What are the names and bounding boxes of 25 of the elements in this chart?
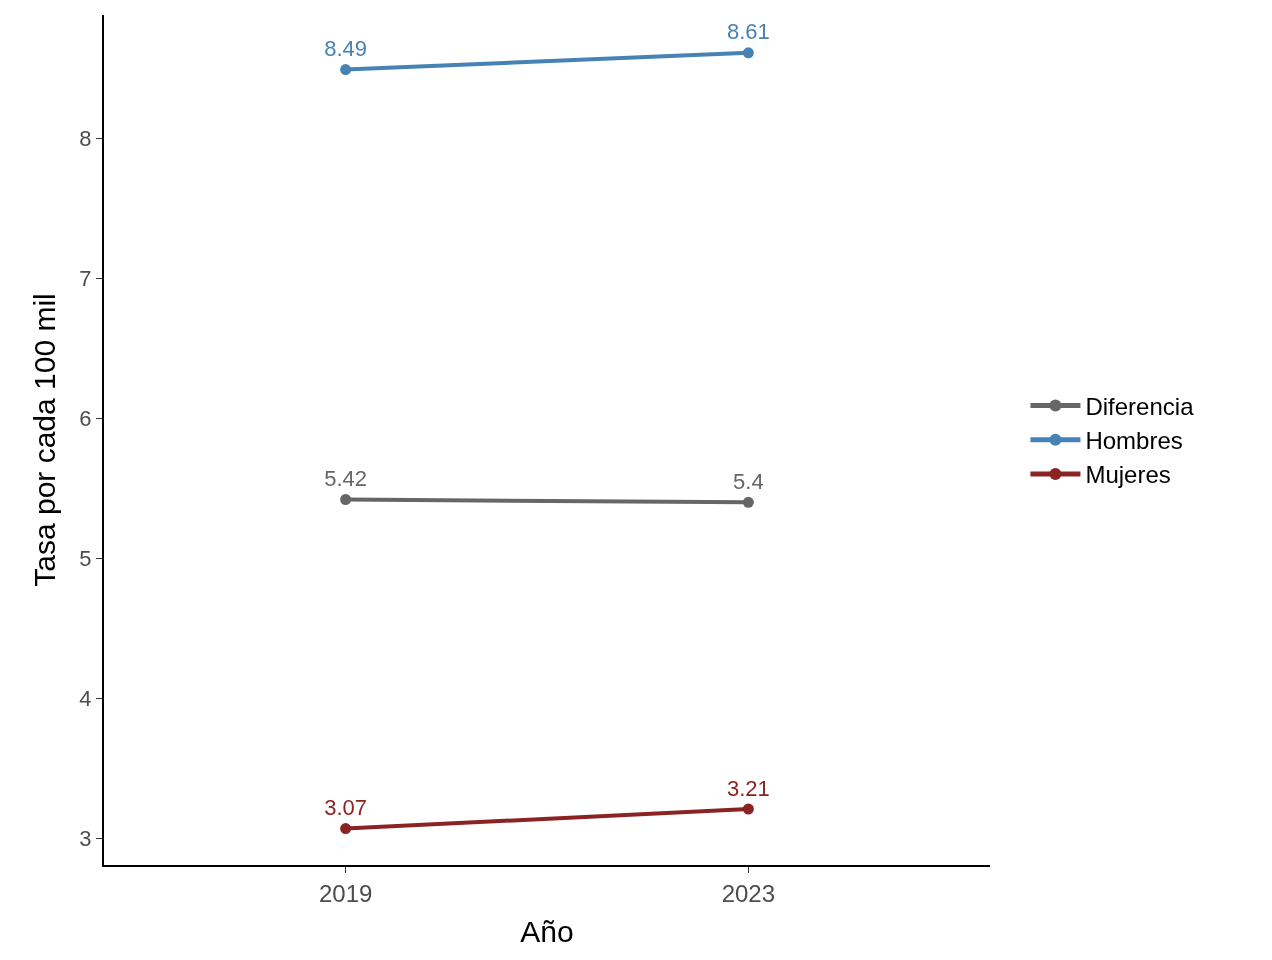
legend-label: Hombres [1085,427,1183,455]
data-label: 3.21 [726,775,770,801]
y-tick-label: 4 [79,686,92,712]
y-tick-label: 3 [79,826,92,852]
point [340,494,352,506]
data-label: 8.49 [324,36,368,62]
point [742,803,754,815]
x-axis-title: Año [520,914,574,948]
data-label: 5.4 [733,468,764,494]
y-tick-label: 7 [79,265,92,291]
data-label: 8.61 [726,19,770,45]
y-axis-title: Tasa por cada 100 mil [27,293,61,587]
y-tick-label: 5 [79,546,92,572]
data-label: 5.42 [324,466,368,492]
x-tick-label: 2023 [721,879,776,907]
x-tick-label: 2019 [318,879,373,907]
y-tick-label: 6 [79,405,92,431]
y-tick-label: 8 [79,125,92,151]
point [742,47,754,59]
legend-label: Mujeres [1085,461,1171,489]
point [340,64,352,76]
point [340,823,352,835]
point [742,496,754,508]
data-label: 3.07 [324,795,368,821]
legend-label: Diferencia [1085,392,1195,420]
